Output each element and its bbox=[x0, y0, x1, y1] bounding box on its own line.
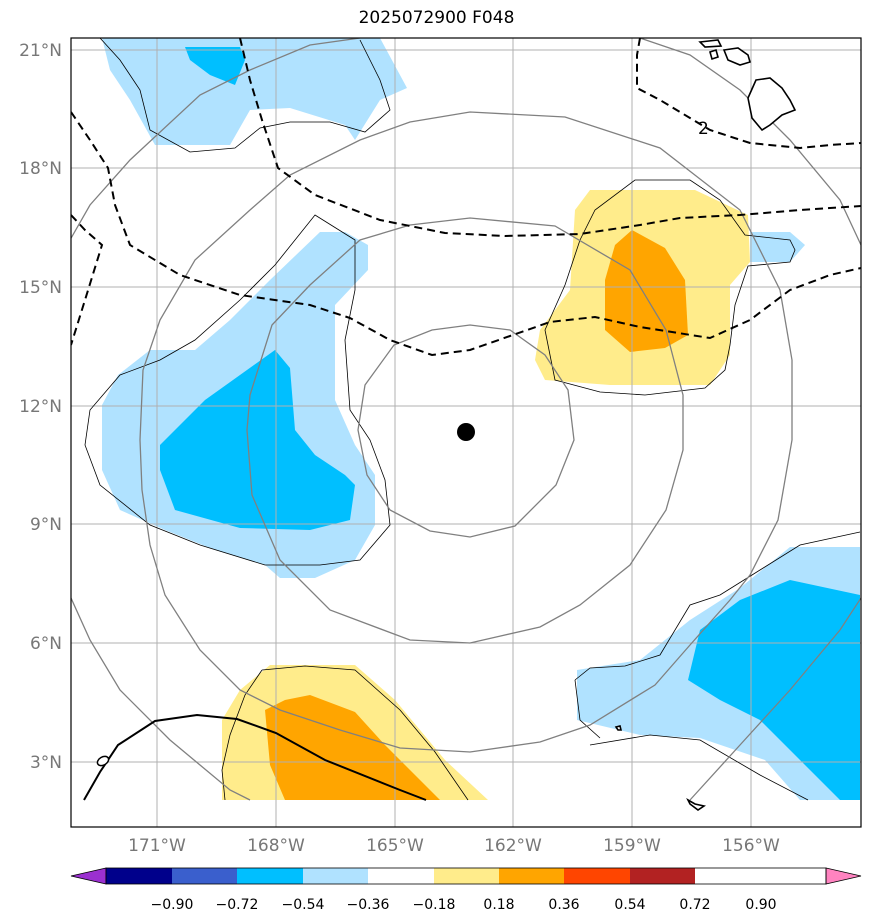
contour-value-label: 2 bbox=[698, 119, 709, 139]
storm-center-dot bbox=[457, 423, 475, 441]
lat-label-9n: 9°N bbox=[30, 515, 62, 535]
deep-sky-blue-anomaly-areas bbox=[160, 47, 860, 800]
graticule bbox=[71, 38, 861, 827]
lat-label-12n: 12°N bbox=[19, 397, 62, 417]
colorbar-tick-label: −0.54 bbox=[282, 897, 325, 913]
colorbar-tick-label: 0.36 bbox=[548, 897, 579, 913]
lon-label-168w: 168°W bbox=[247, 836, 305, 856]
colorbar-segment bbox=[499, 868, 564, 884]
lon-label-165w: 165°W bbox=[366, 836, 424, 856]
colorbar-segment bbox=[172, 868, 237, 884]
colorbar-segment bbox=[564, 868, 630, 884]
colorbar-segment bbox=[630, 868, 695, 884]
thin-contour-lines bbox=[84, 38, 861, 801]
lat-label-21n: 21°N bbox=[19, 41, 62, 61]
small-island-marker bbox=[96, 755, 110, 767]
lon-label-162w: 162°W bbox=[484, 836, 542, 856]
lat-label-18n: 18°N bbox=[19, 159, 62, 179]
orange-anomaly-areas bbox=[265, 230, 688, 800]
lat-label-15n: 15°N bbox=[19, 278, 62, 298]
coastline-islands bbox=[614, 39, 797, 811]
colorbar-tick-label: −0.90 bbox=[151, 897, 194, 913]
colorbar-over-arrow bbox=[825, 867, 862, 885]
colorbar-segment bbox=[434, 868, 499, 884]
colorbar-tick-label: −0.18 bbox=[413, 897, 456, 913]
lon-label-159w: 159°W bbox=[603, 836, 661, 856]
colorbar-segment bbox=[106, 868, 172, 884]
colorbar-tick-label: −0.36 bbox=[347, 897, 390, 913]
colorbar-tick-label: −0.72 bbox=[216, 897, 259, 913]
lat-label-3n: 3°N bbox=[30, 753, 62, 773]
latitude-axis: 21°N 18°N 15°N 12°N 9°N 6°N 3°N bbox=[19, 41, 62, 773]
colorbar-tick-label: 0.90 bbox=[745, 897, 776, 913]
longitude-axis: 171°W 168°W 165°W 162°W 159°W 156°W bbox=[128, 836, 780, 856]
range-rings bbox=[71, 38, 861, 801]
map-area: 2 bbox=[71, 38, 861, 827]
colorbar-tick-label: 0.72 bbox=[679, 897, 710, 913]
colorbar-tick-label: 0.54 bbox=[614, 897, 645, 913]
colorbar-tick-label: 0.18 bbox=[483, 897, 514, 913]
lon-label-171w: 171°W bbox=[128, 836, 186, 856]
dashed-contour-lines bbox=[71, 38, 861, 357]
lon-label-156w: 156°W bbox=[722, 836, 780, 856]
colorbar-segment bbox=[237, 868, 303, 884]
map-frame bbox=[70, 37, 862, 828]
lat-label-6n: 6°N bbox=[30, 634, 62, 654]
colorbar-frame bbox=[105, 867, 827, 885]
colorbar-under-arrow bbox=[70, 867, 107, 885]
colorbar-segment bbox=[368, 868, 434, 884]
colorbar-segment bbox=[303, 868, 368, 884]
colorbar-segments bbox=[106, 868, 695, 884]
colorbar: −0.90 −0.72 −0.54 −0.36 −0.18 0.18 0.36 … bbox=[70, 867, 862, 913]
map-title: 2025072900 F048 bbox=[358, 8, 515, 28]
